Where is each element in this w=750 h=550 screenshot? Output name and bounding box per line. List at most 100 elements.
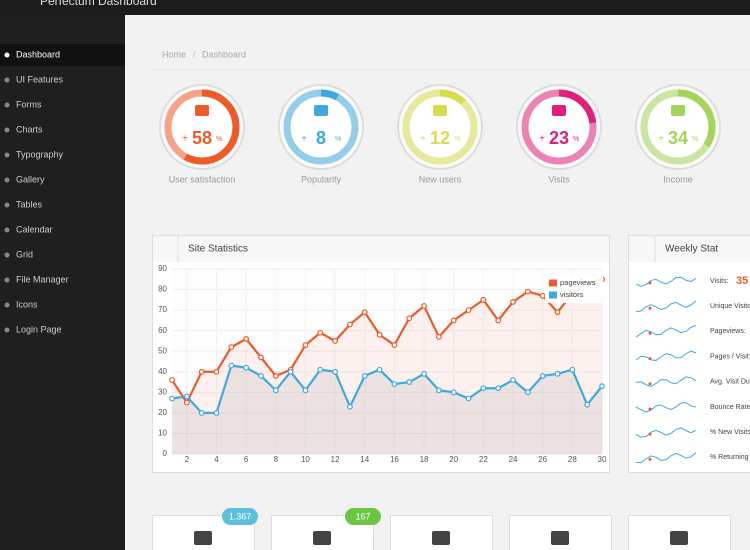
menu-item[interactable]: Forms	[16, 99, 42, 109]
menu-item[interactable]: Typography	[16, 149, 64, 159]
data-point	[435, 333, 442, 340]
data-point	[435, 387, 442, 394]
x-tick-label: 14	[360, 455, 369, 464]
stat-value: 23	[549, 128, 569, 148]
data-point	[524, 288, 531, 295]
tile-icon	[551, 531, 569, 545]
x-tick-label: 28	[568, 455, 577, 464]
data-point	[406, 315, 413, 322]
stat-icon	[552, 105, 566, 116]
x-tick-label: 30	[598, 455, 607, 464]
sparkline	[635, 350, 697, 361]
data-point	[272, 372, 279, 379]
breadcrumb-current: Dashboard	[202, 49, 246, 59]
data-point	[554, 370, 561, 377]
data-point	[584, 401, 591, 408]
menu-icon	[4, 177, 10, 183]
menu-item[interactable]: Grid	[16, 249, 33, 259]
y-tick-label: 20	[158, 408, 167, 417]
data-point	[361, 309, 368, 316]
menu-icon	[4, 202, 10, 208]
menu-icon	[4, 302, 10, 308]
y-tick-label: 10	[158, 429, 167, 438]
x-tick-label: 6	[244, 455, 249, 464]
weekly-label: % New Visits:	[710, 429, 750, 436]
y-tick-label: 50	[158, 346, 167, 355]
data-point	[332, 338, 339, 344]
weekly-label: Avg. Visit Duration:	[710, 379, 750, 386]
stat-sign: +	[420, 134, 426, 145]
data-point	[243, 335, 250, 342]
x-tick-label: 26	[538, 455, 547, 464]
data-point	[480, 385, 487, 392]
stat-label: Popularity	[301, 174, 342, 184]
stat-arc	[283, 89, 359, 165]
spark-dot	[648, 382, 652, 386]
menu-item[interactable]: Gallery	[16, 174, 45, 184]
stat-value: 8	[316, 128, 326, 148]
stat-label: Income	[663, 174, 693, 184]
menu-item[interactable]: File Manager	[16, 274, 69, 284]
menu-icon	[4, 227, 10, 233]
stat-inner	[172, 97, 232, 157]
data-point	[450, 317, 457, 324]
menu-item[interactable]: Calendar	[16, 224, 53, 234]
data-point	[302, 387, 309, 394]
badge	[345, 508, 381, 525]
sparkline	[635, 325, 697, 338]
panel-header	[153, 236, 609, 262]
legend-swatch	[549, 279, 557, 287]
weekly-label: Visits:	[710, 278, 729, 285]
menu-icon	[4, 127, 10, 133]
menu-item[interactable]: Icons	[16, 299, 38, 309]
stat-sign: +	[539, 134, 545, 145]
legend-swatch	[549, 291, 557, 299]
x-tick-label: 8	[274, 455, 279, 464]
data-point	[228, 362, 235, 369]
data-point	[361, 372, 368, 379]
x-tick-label: 20	[449, 455, 458, 464]
app-title: Perfectum Dashboard	[40, 0, 157, 8]
data-point	[510, 298, 516, 305]
x-tick-label: 18	[420, 455, 429, 464]
sparkline	[635, 427, 697, 438]
x-tick-label: 10	[301, 455, 310, 464]
menu-item[interactable]: Login Page	[16, 324, 62, 334]
legend-label: visitors	[560, 290, 584, 299]
data-point	[391, 381, 398, 388]
data-point	[169, 395, 175, 402]
data-point	[317, 366, 324, 373]
menu-item[interactable]: Charts	[16, 124, 43, 134]
stat-icon	[314, 105, 328, 116]
data-point	[376, 331, 383, 338]
sparkline	[635, 276, 697, 287]
menu-icon	[4, 52, 10, 58]
data-point	[406, 379, 413, 385]
data-point	[480, 296, 487, 303]
breadcrumb-home[interactable]: Home	[162, 49, 186, 59]
tile-icon	[432, 531, 450, 545]
menu-item[interactable]: Tables	[16, 199, 43, 209]
stat-label: New users	[419, 174, 462, 184]
series-area	[172, 365, 602, 454]
menu-item[interactable]: Dashboard	[16, 49, 60, 59]
stat-unit: %	[216, 136, 222, 143]
weekly-label: Pageviews:	[710, 328, 746, 335]
weekly-label: Pages / Visit:	[710, 353, 750, 360]
data-point	[169, 377, 175, 383]
stat-icon	[195, 105, 209, 116]
stat-label: Visits	[548, 174, 570, 184]
badge	[222, 508, 258, 525]
sparkline	[635, 300, 697, 313]
data-point	[539, 292, 546, 299]
data-point	[213, 368, 220, 375]
menu-item[interactable]: UI Features	[16, 74, 64, 84]
y-tick-label: 40	[158, 367, 167, 376]
stat-label: User satisfaction	[169, 174, 236, 184]
spark-dot	[648, 306, 652, 310]
weekly-panel	[628, 235, 750, 473]
x-tick-label: 16	[390, 455, 399, 464]
data-point	[258, 372, 264, 379]
data-point	[539, 372, 546, 379]
